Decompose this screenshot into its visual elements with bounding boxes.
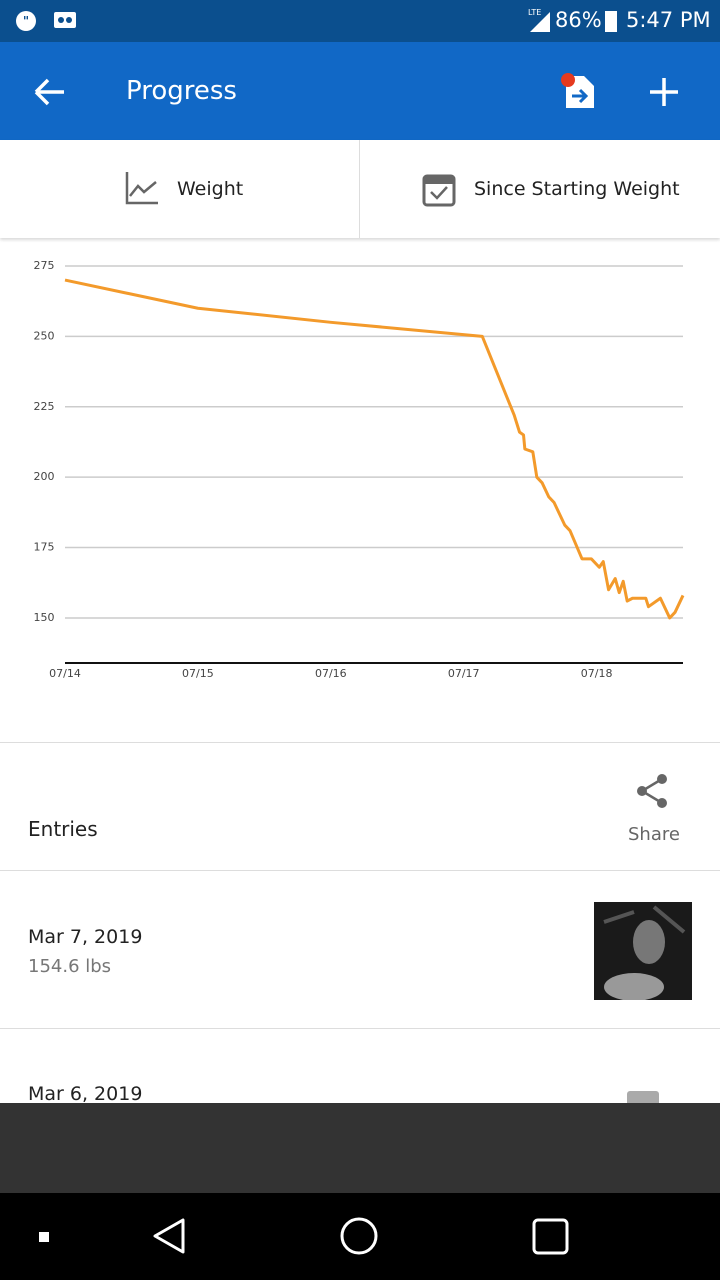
app-title: Progress xyxy=(126,76,237,106)
tab-label: Weight xyxy=(177,178,244,200)
svg-text:": " xyxy=(23,14,29,28)
nav-buttons xyxy=(39,1217,569,1255)
divider xyxy=(0,1028,720,1029)
clock: 5:47 PM xyxy=(626,8,711,32)
entry-row[interactable]: Mar 6, 2019 xyxy=(0,1029,720,1103)
back-button[interactable] xyxy=(32,74,68,110)
tab-row: Weight Since Starting Weight xyxy=(0,140,720,238)
y-tick-label: 175 xyxy=(34,541,55,554)
y-tick-label: 275 xyxy=(34,259,55,272)
network-type: LTE xyxy=(528,8,542,17)
entry-date: Mar 7, 2019 xyxy=(28,926,143,948)
share-button[interactable]: Share xyxy=(620,772,686,852)
battery-percent: 86% xyxy=(555,8,602,32)
add-button[interactable] xyxy=(648,76,680,108)
tab-label: Since Starting Weight xyxy=(474,178,680,200)
share-label: Share xyxy=(628,824,680,845)
x-tick-label: 07/15 xyxy=(182,667,214,680)
weight-line xyxy=(64,278,685,620)
calendar-icon xyxy=(422,174,456,207)
x-tick-label: 07/14 xyxy=(49,667,81,680)
recents-button[interactable] xyxy=(532,1218,569,1255)
y-tick-label: 225 xyxy=(34,400,55,413)
share-icon xyxy=(637,774,667,808)
app-bar: Progress xyxy=(0,42,720,140)
entry-photo xyxy=(594,902,692,1000)
y-tick-label: 200 xyxy=(34,470,55,483)
battery-icon xyxy=(605,11,617,32)
signal-icon xyxy=(530,12,550,32)
export-button[interactable] xyxy=(558,70,598,114)
divider xyxy=(0,870,720,871)
y-tick-label: 150 xyxy=(34,611,55,624)
tab-divider xyxy=(359,140,360,238)
entry-date: Mar 6, 2019 xyxy=(28,1083,143,1103)
chart: 150 175 200 225 250 275 07/14 07/15 07/16 07/17 07… xyxy=(34,259,685,680)
overlay-panel xyxy=(0,1103,720,1193)
x-tick-label: 07/18 xyxy=(581,667,613,680)
entry-weight: 154.6 lbs xyxy=(28,956,112,977)
status-bar: " LTE 86% 5:47 PM xyxy=(0,0,720,42)
chart-icon xyxy=(125,172,158,205)
entry-photo xyxy=(627,1091,659,1103)
home-button[interactable] xyxy=(340,1217,378,1255)
y-tick-label: 250 xyxy=(34,329,55,342)
notification-icons: " xyxy=(16,11,76,31)
back-nav-button[interactable] xyxy=(153,1218,185,1254)
range-tab[interactable]: Since Starting Weight xyxy=(360,140,720,238)
x-tick-label: 07/17 xyxy=(448,667,480,680)
menu-button[interactable] xyxy=(39,1232,49,1242)
entries-heading: Entries xyxy=(28,817,98,841)
nav-bar xyxy=(0,1193,720,1280)
divider xyxy=(0,742,720,743)
entry-row[interactable]: Mar 7, 2019 154.6 lbs xyxy=(0,871,720,1028)
x-tick-label: 07/16 xyxy=(315,667,347,680)
weight-tab[interactable]: Weight xyxy=(0,140,360,238)
